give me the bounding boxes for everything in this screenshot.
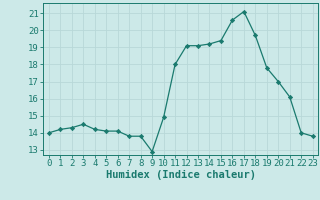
X-axis label: Humidex (Indice chaleur): Humidex (Indice chaleur): [106, 170, 256, 180]
